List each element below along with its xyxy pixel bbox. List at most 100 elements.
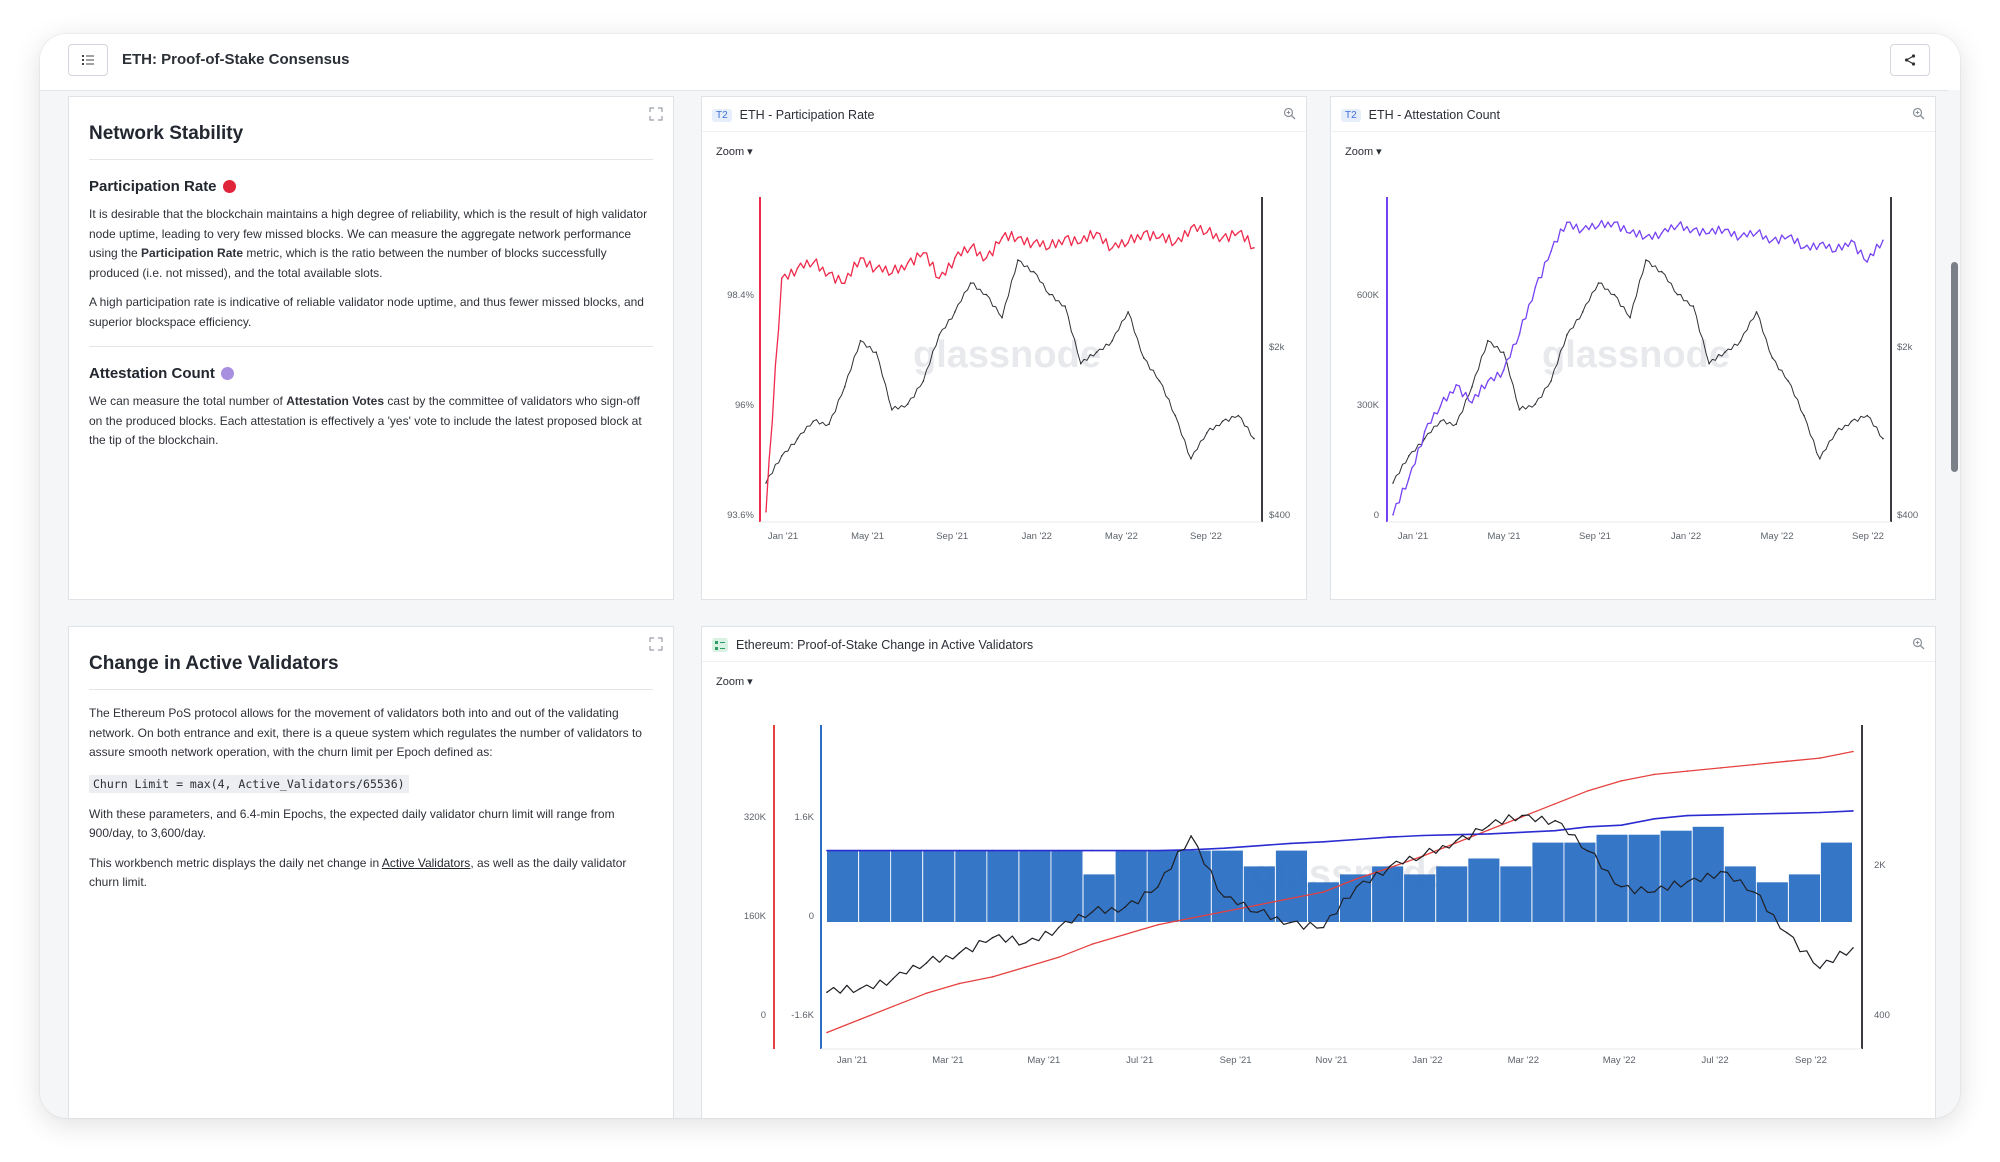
y-left2-tick: 0 bbox=[809, 911, 814, 922]
validator-change-bar bbox=[891, 850, 923, 922]
price-series-point bbox=[1057, 926, 1060, 929]
price-series-point bbox=[1322, 926, 1325, 929]
magnify-icon[interactable] bbox=[1912, 107, 1925, 120]
churn-limit-series-point bbox=[1587, 826, 1589, 828]
x-tick: May '21 bbox=[1027, 1055, 1060, 1066]
card-title: Network Stability bbox=[89, 97, 653, 160]
participation-series-point bbox=[828, 272, 830, 274]
attestation-series-point bbox=[1676, 225, 1679, 227]
validator-change-bar bbox=[1307, 882, 1339, 922]
price-series-point bbox=[1629, 316, 1631, 319]
list-icon bbox=[82, 55, 94, 65]
price-series-point bbox=[1686, 880, 1689, 883]
price-series-point bbox=[1080, 362, 1082, 365]
scrollbar-thumb[interactable] bbox=[1951, 262, 1958, 472]
validator-change-bar bbox=[1788, 874, 1820, 922]
zoom-dropdown[interactable]: Zoom ▾ bbox=[1345, 146, 1382, 158]
zoom-dropdown[interactable]: Zoom ▾ bbox=[716, 676, 753, 688]
price-series-point bbox=[1852, 947, 1854, 949]
expand-icon[interactable] bbox=[649, 637, 663, 651]
attestation-series-point bbox=[1645, 235, 1647, 238]
active-validators-link[interactable]: Active Validators bbox=[381, 855, 471, 870]
text-run: , as well as the daily validator churn l… bbox=[89, 855, 627, 890]
participation-series-point bbox=[1017, 236, 1019, 239]
x-tick: Jan '22 bbox=[1671, 531, 1701, 542]
participation-heading: Participation Rate bbox=[89, 178, 653, 195]
validator-change-bar bbox=[1179, 850, 1211, 922]
attestation-series-point bbox=[1566, 221, 1568, 224]
attestation-series-point bbox=[1660, 232, 1663, 234]
attestation-series-point bbox=[1834, 250, 1837, 252]
price-series-point bbox=[1803, 414, 1805, 417]
price-series-point bbox=[1455, 423, 1457, 426]
attestation-count-chart: glassnode 600K 300K 0 $2k $400 Jan '21 May '21 S… bbox=[1357, 197, 1918, 542]
churn-limit-series-point bbox=[1653, 818, 1656, 820]
validators-paragraph-3: This workbench metric displays the daily… bbox=[89, 854, 653, 893]
network-stability-card: Network Stability Participation Rate It … bbox=[68, 96, 674, 600]
price-series-point bbox=[891, 409, 893, 411]
cumulative-validators-series-point bbox=[1256, 904, 1259, 906]
price-series-point bbox=[1534, 403, 1537, 405]
sidebar-toggle-button[interactable] bbox=[68, 44, 108, 76]
y-left-tick: 93.6% bbox=[727, 510, 754, 521]
churn-limit-series-point bbox=[1256, 845, 1259, 847]
x-tick: Jan '21 bbox=[768, 531, 798, 542]
cumulative-validators-series-point bbox=[958, 982, 961, 985]
price-series-point bbox=[828, 423, 830, 426]
churn-limit-series-point bbox=[1289, 842, 1292, 845]
participation-series-point bbox=[875, 267, 877, 269]
attestation-paragraph: We can measure the total number of Attes… bbox=[89, 392, 653, 451]
participation-series-point bbox=[1095, 231, 1098, 234]
validator-change-bar bbox=[987, 850, 1019, 922]
attestation-series-point bbox=[1866, 261, 1868, 263]
price-series-point bbox=[1819, 458, 1821, 460]
participation-series-point bbox=[796, 267, 799, 269]
text-run: cast by the committee of validators who … bbox=[89, 394, 642, 447]
magnify-icon[interactable] bbox=[1283, 107, 1296, 120]
attestation-series-point bbox=[1755, 232, 1758, 234]
price-series-point bbox=[1206, 432, 1208, 434]
watermark: glassnode bbox=[913, 334, 1101, 376]
validator-change-bar bbox=[1628, 834, 1660, 922]
zoom-dropdown[interactable]: Zoom ▾ bbox=[716, 146, 753, 158]
validator-change-bar bbox=[1468, 858, 1500, 922]
price-series-point bbox=[1866, 414, 1868, 417]
x-tick: Sep '22 bbox=[1795, 1055, 1827, 1066]
legend-dot-purple bbox=[220, 367, 234, 380]
price-series-point bbox=[859, 987, 861, 990]
validator-change-bar bbox=[1756, 882, 1788, 922]
price-series-point bbox=[780, 455, 783, 457]
churn-limit-series-point bbox=[925, 849, 928, 852]
validator-change-bar bbox=[1532, 842, 1564, 922]
churn-limit-series-point bbox=[1355, 838, 1358, 841]
cumulative-validators-series-point bbox=[1819, 757, 1821, 759]
price-series-point bbox=[991, 936, 994, 939]
churn-limit-series-point bbox=[1852, 810, 1854, 812]
tier-badge: T2 bbox=[712, 108, 732, 122]
y-left2-tick: 1.6K bbox=[794, 812, 814, 823]
participation-series-point bbox=[843, 282, 846, 285]
participation-series-point bbox=[906, 262, 909, 264]
expand-icon[interactable] bbox=[649, 107, 663, 121]
churn-limit-series-point bbox=[1024, 849, 1027, 852]
participation-series-point bbox=[969, 247, 972, 249]
attestation-heading-label: Attestation Count bbox=[89, 365, 215, 382]
price-series-point bbox=[1676, 293, 1679, 296]
y-right-tick: $2k bbox=[1269, 342, 1285, 353]
churn-limit-series-point bbox=[1223, 847, 1225, 849]
magnify-icon[interactable] bbox=[1912, 637, 1925, 650]
price-series-point bbox=[1256, 911, 1259, 914]
scrollbar-track[interactable] bbox=[1948, 90, 1960, 1118]
price-series-point bbox=[1613, 293, 1616, 296]
y-right-tick: 400 bbox=[1874, 1010, 1890, 1021]
cumulative-validators-series-point bbox=[1488, 829, 1490, 831]
price-series-point bbox=[1554, 819, 1556, 822]
participation-paragraph-2: A high participation rate is indicative … bbox=[89, 295, 644, 329]
workbench-icon bbox=[712, 638, 728, 652]
price-series-point bbox=[938, 334, 940, 336]
price-series-point bbox=[1581, 311, 1584, 313]
share-button[interactable] bbox=[1890, 44, 1930, 76]
cumulative-validators-series-point bbox=[1124, 933, 1126, 936]
price-series-point bbox=[826, 991, 828, 993]
price-series-point bbox=[1157, 886, 1159, 888]
